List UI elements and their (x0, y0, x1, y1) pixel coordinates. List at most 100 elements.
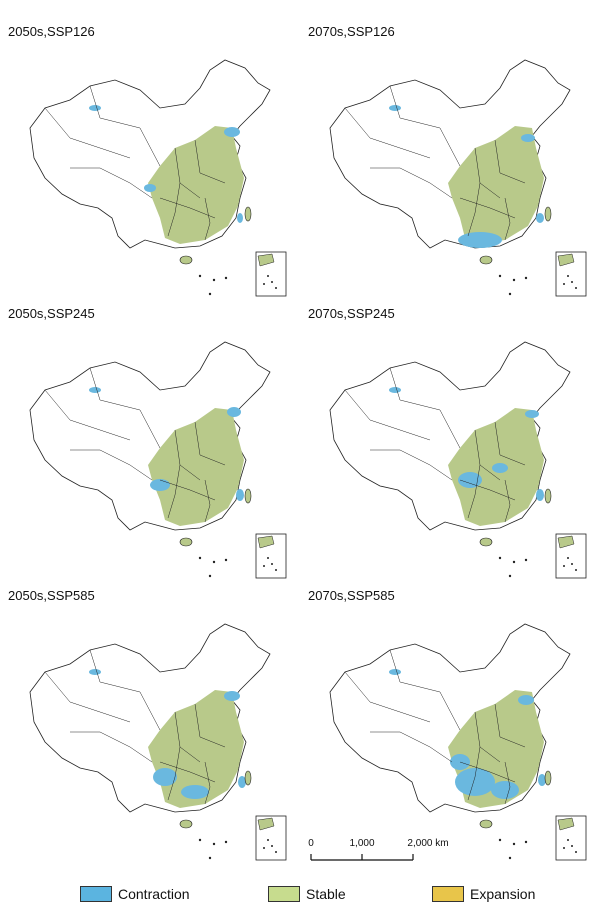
contraction-area (181, 785, 209, 799)
inset-island-dot (263, 847, 265, 849)
inset-island-dot (567, 839, 569, 841)
china-map (329, 623, 587, 861)
scale-tick-2000: 2,000 km (407, 838, 449, 849)
taiwan-island (544, 206, 552, 222)
province-boundary (70, 731, 153, 763)
province-boundary (204, 197, 211, 241)
map-panel-2070s-ssp585: 2070s,SSP585 (300, 572, 590, 862)
province-boundary (494, 703, 526, 748)
stable-swatch (268, 886, 300, 902)
inset-island-dot (575, 569, 577, 571)
province-boundary (44, 389, 131, 441)
inset-island-dot (271, 845, 273, 847)
china-map (329, 59, 587, 297)
legend-label: Stable (306, 886, 346, 902)
province-boundary (504, 761, 511, 805)
island-dot (524, 276, 528, 280)
panel-title: 2070s,SSP245 (308, 306, 395, 321)
inset-coast (257, 535, 275, 549)
contraction-area (491, 781, 519, 799)
contraction-area (518, 695, 534, 705)
panel-title: 2070s,SSP126 (308, 24, 395, 39)
contraction-area (525, 410, 539, 418)
inset-island-dot (571, 563, 573, 565)
hainan-island (179, 537, 193, 547)
province-boundary (494, 139, 526, 184)
province-boundary (467, 182, 481, 237)
contraction-area (224, 127, 240, 137)
province-boundary (167, 182, 181, 237)
contraction-area (389, 387, 401, 393)
island-dot (508, 856, 512, 860)
taiwan-island (244, 206, 252, 222)
contraction-area (153, 768, 177, 786)
taiwan-island (244, 488, 252, 504)
island-dot (224, 276, 228, 280)
province-boundary (389, 649, 461, 731)
contraction-swatch (80, 886, 112, 902)
legend: Contraction Stable Expansion (0, 884, 597, 906)
province-boundary (389, 367, 461, 449)
inset-island-dot (571, 281, 573, 283)
map-panel-2070s-ssp245: 2070s,SSP245 (300, 290, 590, 580)
inset-island-dot (263, 283, 265, 285)
map-panel-2050s-ssp585: 2050s,SSP585 (0, 572, 290, 862)
island-dot (498, 274, 502, 278)
island-dot (212, 842, 216, 846)
contraction-area (227, 407, 241, 417)
inset-island-dot (267, 839, 269, 841)
stable-area (448, 126, 544, 244)
inset-coast (557, 817, 575, 831)
contraction-area (150, 479, 170, 491)
hainan-island (479, 819, 493, 829)
province-boundary (70, 167, 153, 199)
legend-item-stable: Stable (268, 884, 346, 904)
inset-coast (257, 817, 275, 831)
inset-island-dot (567, 557, 569, 559)
island-dot (208, 856, 212, 860)
province-boundary (44, 671, 131, 723)
map-panel-2070s-ssp126: 2070s,SSP126 (300, 8, 590, 298)
map-panel-2050s-ssp126: 2050s,SSP126 (0, 8, 290, 298)
panel-title: 2050s,SSP585 (8, 588, 95, 603)
island-dot (198, 838, 202, 842)
taiwan-island (544, 770, 552, 786)
contraction-area (458, 232, 502, 248)
province-boundary (467, 746, 481, 801)
province-boundary (344, 671, 431, 723)
hainan-island (179, 819, 193, 829)
province-boundary (504, 197, 511, 241)
contraction-area (492, 463, 508, 473)
province-boundary (159, 479, 216, 501)
province-boundary (159, 197, 216, 219)
inset-island-dot (275, 569, 277, 571)
island-dot (208, 292, 212, 296)
taiwan-island (244, 770, 252, 786)
scale-tick-0: 0 (308, 838, 314, 849)
island-dot (498, 838, 502, 842)
island-dot (512, 278, 516, 282)
inset-island-dot (563, 565, 565, 567)
china-map (329, 341, 587, 579)
province-boundary (204, 479, 211, 523)
contraction-area (455, 768, 495, 796)
panel-title: 2050s,SSP245 (8, 306, 95, 321)
inset-island-dot (263, 565, 265, 567)
province-boundary (370, 731, 453, 763)
taiwan-island (544, 488, 552, 504)
province-boundary (167, 464, 181, 519)
contraction-area (89, 387, 101, 393)
stable-area (148, 408, 244, 526)
contraction-area (458, 472, 482, 488)
province-boundary (494, 421, 526, 466)
island-dot (224, 840, 228, 844)
inset-island-dot (575, 851, 577, 853)
contraction-area (536, 213, 544, 223)
province-boundary (204, 761, 211, 805)
province-boundary (159, 761, 216, 783)
island-dot (198, 274, 202, 278)
island-dot (198, 556, 202, 560)
panel-title: 2070s,SSP585 (308, 588, 395, 603)
contraction-area (521, 134, 535, 142)
contraction-area (144, 184, 156, 192)
